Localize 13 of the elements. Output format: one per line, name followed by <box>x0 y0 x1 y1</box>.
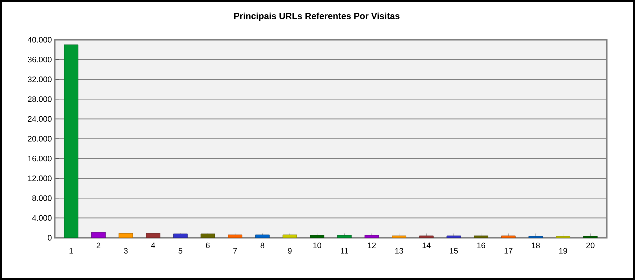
bar <box>228 234 243 238</box>
bar <box>337 235 352 238</box>
bar <box>118 233 134 238</box>
bar <box>146 233 161 238</box>
bar <box>310 235 325 238</box>
bar <box>282 234 298 238</box>
bar <box>64 44 79 238</box>
bar <box>256 234 270 238</box>
bar <box>200 234 216 238</box>
bar <box>92 232 106 238</box>
bar <box>174 234 188 238</box>
bar <box>364 235 380 238</box>
chart-title: Principais URLs Referentes Por Visitas <box>234 12 400 22</box>
